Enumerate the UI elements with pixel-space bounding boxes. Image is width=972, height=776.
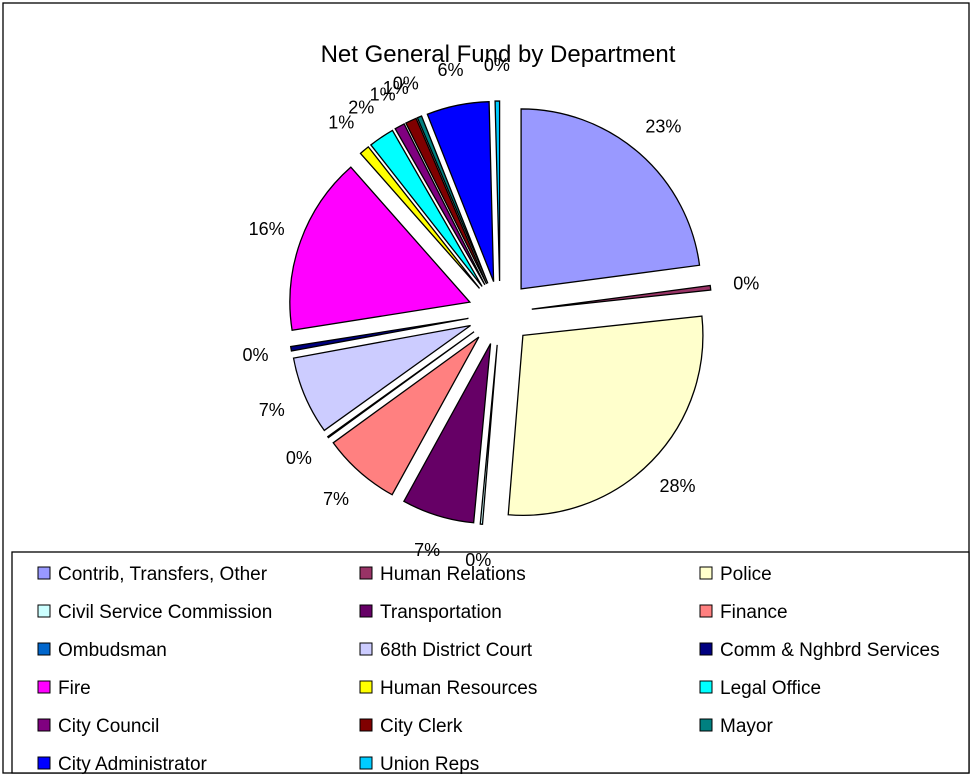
legend-swatch xyxy=(359,642,373,656)
legend-item-human-resources: Human Resources xyxy=(359,678,537,699)
legend-label: City Administrator xyxy=(58,754,208,775)
legend-label: Union Reps xyxy=(380,754,479,775)
pie-slice-comm-nghbrd-services xyxy=(289,317,469,352)
legend-swatch xyxy=(699,604,713,618)
slice-label-human-relations: 0% xyxy=(733,273,759,293)
legend-item-human-relations: Human Relations xyxy=(359,564,526,585)
legend-item-city-clerk: City Clerk xyxy=(359,716,463,737)
slice-label-civil-service-commission: 0% xyxy=(465,550,491,570)
pie-slice-68th-district-court xyxy=(292,324,471,432)
legend-label: Contrib, Transfers, Other xyxy=(58,564,268,585)
legend-swatch xyxy=(359,718,373,732)
legend-label: Fire xyxy=(58,678,91,699)
legend-swatch xyxy=(37,604,51,618)
slice-label-68th-district-court: 7% xyxy=(259,400,285,420)
legend-item-fire: Fire xyxy=(37,678,91,699)
legend-label: 68th District Court xyxy=(380,640,533,661)
slice-label-comm-nghbrd-services: 0% xyxy=(243,345,269,365)
legend-item-comm-nghbrd-services: Comm & Nghbrd Services xyxy=(699,640,940,661)
pie-slice-city-administrator xyxy=(426,101,495,282)
legend-label: Mayor xyxy=(720,716,773,737)
legend-swatch xyxy=(37,566,51,580)
legend-swatch xyxy=(699,642,713,656)
slice-label-union-reps: 0% xyxy=(484,55,510,75)
slices-layer xyxy=(289,100,712,525)
slice-label-finance: 7% xyxy=(323,489,349,509)
pie-slice-transportation xyxy=(402,343,492,524)
legend-swatch xyxy=(37,756,51,770)
legend-label: Comm & Nghbrd Services xyxy=(720,640,940,661)
slice-label-human-resources: 1% xyxy=(328,112,354,132)
legend-item-contrib-transfers-other: Contrib, Transfers, Other xyxy=(37,564,268,585)
legend-swatch xyxy=(37,642,51,656)
legend-swatch xyxy=(699,680,713,694)
legend-item-city-council: City Council xyxy=(37,716,159,737)
slice-label-city-council: 1% xyxy=(370,85,396,105)
legend: Contrib, Transfers, Other Human Relations… xyxy=(37,564,940,775)
slice-label-transportation: 7% xyxy=(414,540,440,560)
pie-slice-contrib-transfers-other xyxy=(520,108,701,290)
legend-swatch xyxy=(699,718,713,732)
pie-slice-fire xyxy=(289,166,472,332)
chart-title: Net General Fund by Department xyxy=(321,41,676,68)
legend-label: City Clerk xyxy=(380,716,463,737)
pie-slice-legal-office xyxy=(369,129,483,287)
legend-swatch xyxy=(37,680,51,694)
legend-item-union-reps: Union Reps xyxy=(359,754,479,775)
pie-slice-city-council xyxy=(394,123,486,286)
legend-item-civil-service-commission: Civil Service Commission xyxy=(37,602,272,623)
legend-swatch xyxy=(359,756,373,770)
pie-slice-human-resources xyxy=(359,145,481,289)
pie-slice-union-reps xyxy=(494,100,501,282)
legend-swatch xyxy=(359,680,373,694)
legend-item-transportation: Transportation xyxy=(359,602,502,623)
pie-slice-city-clerk xyxy=(404,117,488,285)
labels-layer: 23%0%28%0%7%7%0%7%0%16%1%2%1%1%0%6% 0% xyxy=(243,55,760,570)
legend-label: Human Relations xyxy=(380,564,526,585)
legend-item-police: Police xyxy=(699,564,772,585)
pie-slice-police xyxy=(507,315,704,516)
legend-item-mayor: Mayor xyxy=(699,716,773,737)
legend-label: City Council xyxy=(58,716,159,737)
pie-slice-ombudsman xyxy=(326,331,475,439)
pie-slice-finance xyxy=(332,336,480,496)
legend-swatch xyxy=(37,718,51,732)
legend-label: Transportation xyxy=(380,602,502,623)
pie-slice-civil-service-commission xyxy=(479,344,498,525)
legend-label: Human Resources xyxy=(380,678,537,699)
pie-slice-human-relations xyxy=(531,284,712,310)
slice-label-contrib-transfers-other: 23% xyxy=(645,116,681,136)
legend-item-ombudsman: Ombudsman xyxy=(37,640,167,661)
legend-swatch xyxy=(359,604,373,618)
legend-label: Legal Office xyxy=(720,678,821,699)
legend-frame xyxy=(11,551,970,774)
legend-item-68th-district-court: 68th District Court xyxy=(359,640,533,661)
legend-swatch xyxy=(699,566,713,580)
slice-label-police: 28% xyxy=(660,476,696,496)
slice-label-ombudsman: 0% xyxy=(286,448,312,468)
legend-label: Ombudsman xyxy=(58,640,167,661)
legend-item-finance: Finance xyxy=(699,602,788,623)
pie-slice-mayor xyxy=(416,115,489,284)
slice-label-legal-office: 2% xyxy=(348,97,374,117)
slice-label-city-clerk: 1% xyxy=(383,78,409,98)
slice-label-city-administrator: 6% xyxy=(437,60,463,80)
legend-item-legal-office: Legal Office xyxy=(699,678,821,699)
legend-item-city-administrator: City Administrator xyxy=(37,754,208,775)
legend-label: Finance xyxy=(720,602,788,623)
legend-swatch xyxy=(359,566,373,580)
slice-label-mayor: 0% xyxy=(393,74,419,94)
legend-label: Civil Service Commission xyxy=(58,602,272,623)
legend-label: Police xyxy=(720,564,772,585)
slice-label-fire: 16% xyxy=(249,219,285,239)
